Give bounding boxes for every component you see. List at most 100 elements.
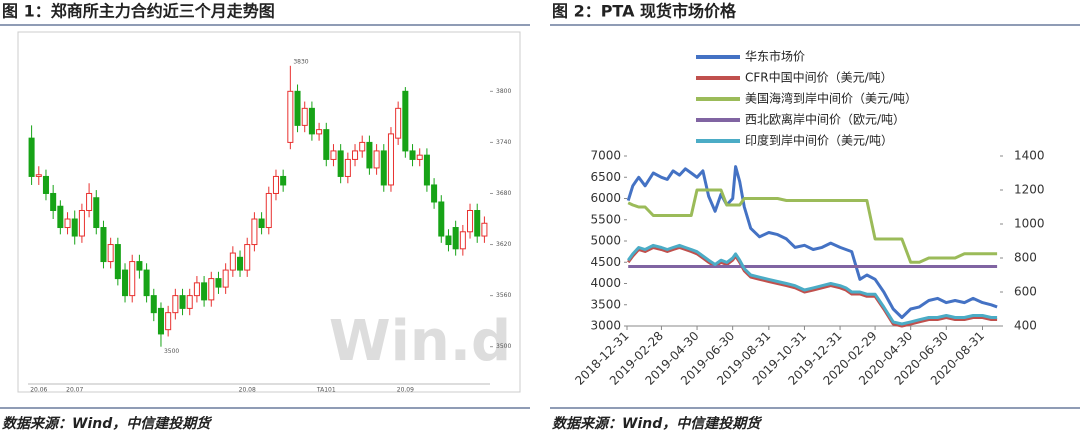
candle-body: [301, 107, 308, 126]
y2-tick-label: 800: [1014, 251, 1037, 265]
candle-body: [50, 192, 57, 212]
y-tick-label: 3800: [496, 88, 511, 95]
candle-body: [352, 150, 359, 160]
candle-body: [359, 141, 366, 152]
candle-body: [157, 307, 164, 335]
x-tick-label: 20.08: [239, 387, 256, 394]
candle-body: [287, 90, 294, 143]
y-tick-label: 3560: [496, 292, 511, 299]
candle-body: [438, 201, 445, 237]
candle-body: [208, 278, 215, 301]
legend-label: CFR中国中间价（美元/吨）: [745, 70, 893, 85]
candle-body: [459, 231, 466, 250]
y-tick-label: 4000: [590, 276, 621, 290]
candle-body: [380, 150, 387, 186]
candle-body: [78, 210, 85, 237]
candle-body: [481, 222, 488, 237]
candle-body: [179, 295, 186, 309]
y2-tick-label: 1400: [1014, 149, 1045, 163]
candle-body: [308, 107, 315, 135]
y-tick-label: 6500: [590, 170, 621, 184]
candle-body: [165, 312, 172, 331]
candle-body: [71, 218, 78, 237]
candle-body: [280, 175, 287, 186]
candle-body: [35, 174, 42, 177]
y-tick-label: 3500: [496, 343, 511, 350]
candle-body: [366, 141, 373, 169]
candle-body: [93, 197, 100, 229]
candle-body: [423, 154, 430, 186]
candle-body: [122, 269, 129, 297]
candle-body: [201, 282, 208, 301]
candle-body: [402, 90, 409, 152]
candle-body: [337, 150, 344, 177]
series-line: [626, 243, 998, 326]
figure-title: 图 1：郑商所主力合约近三个月走势图: [2, 2, 275, 21]
legend-label: 美国海湾到岸中间价（美元/吨）: [745, 91, 917, 106]
candle-body: [323, 129, 330, 160]
candle-body: [57, 205, 64, 229]
candle-body: [452, 227, 459, 250]
candle-body: [222, 269, 229, 288]
candle-body: [344, 158, 351, 177]
candle-body: [316, 129, 323, 135]
candle-body: [395, 107, 402, 139]
legend-label: 印度到岸中间价（美元/吨）: [745, 133, 893, 148]
y-tick-label: 5500: [590, 212, 621, 226]
y-tick-label: 4500: [590, 255, 621, 269]
candle-body: [86, 192, 93, 212]
y-tick-label: 3740: [496, 139, 511, 146]
candle-body: [416, 154, 423, 160]
candle-body: [251, 218, 258, 246]
annotation: 3500: [164, 348, 179, 355]
y-tick-label: 6000: [590, 191, 621, 205]
legend-label: 西北欧离岸中间价（欧元/吨）: [745, 112, 905, 127]
y-tick-label: 3680: [496, 190, 511, 197]
y-tick-label: 5000: [590, 234, 621, 248]
x-tick-label: 20.06: [30, 387, 47, 394]
candle-body: [431, 184, 438, 203]
candle-body: [28, 137, 35, 177]
candle-body: [186, 295, 193, 309]
source: 数据来源：Wind，中信建投期货: [552, 415, 762, 432]
candle-body: [193, 282, 200, 297]
source: 数据来源：Wind，中信建投期货: [2, 415, 212, 432]
y2-tick-label: 400: [1014, 319, 1037, 333]
candle-body: [107, 244, 114, 263]
x-tick-label: TA101: [316, 387, 336, 394]
annotation: 3830: [293, 58, 308, 65]
candle-body: [100, 227, 107, 263]
candle-body: [445, 235, 452, 246]
candle-body: [387, 133, 394, 186]
candle-body: [294, 90, 301, 126]
y2-tick-label: 1200: [1014, 183, 1045, 197]
watermark: Win.d: [329, 309, 511, 374]
candle-body: [244, 244, 251, 271]
candle-body: [150, 295, 157, 314]
x-tick-label: 20.09: [397, 387, 414, 394]
candle-body: [229, 252, 236, 271]
candle-body: [272, 175, 279, 194]
candle-body: [114, 244, 121, 280]
candle-body: [373, 150, 380, 169]
legend-label: 华东市场价: [745, 49, 805, 64]
candle-body: [237, 256, 244, 271]
y-tick-label: 3620: [496, 241, 511, 248]
y2-tick-label: 600: [1014, 285, 1037, 299]
candle-body: [42, 175, 49, 194]
candle-body: [258, 218, 265, 229]
candle-body: [129, 261, 136, 297]
figure-title: 图 2：PTA 现货市场价格: [552, 2, 737, 21]
candle-body: [64, 218, 71, 229]
candle-body: [409, 150, 416, 160]
series-line: [626, 246, 998, 328]
candle-body: [215, 278, 222, 288]
candle-body: [467, 210, 474, 233]
x-tick-label: 20.07: [66, 387, 83, 394]
candle-body: [143, 269, 150, 297]
candle-body: [330, 150, 337, 160]
y-tick-label: 7000: [590, 149, 621, 163]
y2-tick-label: 1000: [1014, 217, 1045, 231]
candle-body: [136, 261, 143, 271]
